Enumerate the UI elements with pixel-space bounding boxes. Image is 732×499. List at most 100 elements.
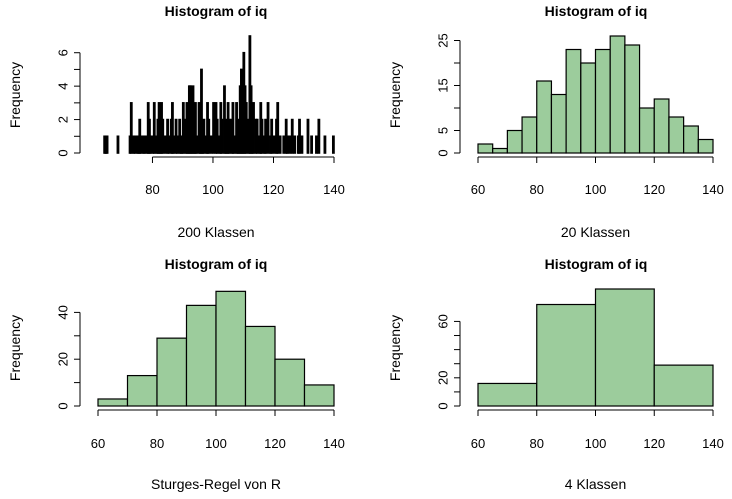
histogram-bar bbox=[266, 102, 270, 154]
histogram-bar bbox=[232, 135, 236, 154]
y-tick-label: 20 bbox=[435, 371, 450, 385]
x-tick-label: 140 bbox=[323, 436, 345, 451]
y-tick-label: 6 bbox=[55, 49, 70, 56]
histogram-bar bbox=[293, 135, 297, 154]
histogram-bar bbox=[477, 143, 494, 154]
histogram-bar bbox=[167, 135, 171, 154]
histogram-bar bbox=[306, 118, 310, 154]
histogram-panel-1: Histogram of iq Frequency 200 Klassen 0 2 4 6 8… bbox=[7, 3, 345, 240]
x-tick-label: 140 bbox=[323, 182, 345, 197]
histogram-bar bbox=[220, 118, 224, 154]
x-axis-label: Sturges-Regel von R bbox=[151, 476, 281, 492]
histogram-bar bbox=[133, 135, 137, 154]
histogram-bar bbox=[209, 135, 213, 154]
x-tick-label: 80 bbox=[530, 182, 544, 197]
histogram-bar bbox=[156, 337, 188, 407]
histogram-bar bbox=[278, 135, 282, 154]
y-axis-label: Frequency bbox=[387, 62, 403, 128]
x-tick-label: 100 bbox=[585, 182, 607, 197]
histogram-bar bbox=[244, 102, 248, 154]
histogram-bar bbox=[653, 364, 714, 407]
histogram-bar bbox=[580, 62, 597, 154]
histogram-bar bbox=[215, 118, 219, 154]
histogram-bar bbox=[609, 35, 626, 154]
histogram-bar bbox=[143, 135, 147, 154]
x-tick-label: 80 bbox=[530, 436, 544, 451]
y-tick-label: 40 bbox=[55, 305, 70, 319]
histogram-panel-2: Histogram of iq Frequency 20 Klassen 0 5 15 25… bbox=[387, 3, 724, 240]
histogram-panel-3: Histogram of iq Frequency Sturges-Regel vo… bbox=[7, 256, 345, 492]
y-tick-label: 0 bbox=[435, 149, 450, 156]
x-tick-label: 100 bbox=[585, 436, 607, 451]
y-axis-label: Frequency bbox=[387, 315, 403, 381]
chart-title: Histogram of iq bbox=[545, 256, 648, 272]
y-tick-label: 2 bbox=[55, 116, 70, 123]
histogram-bar bbox=[195, 135, 199, 154]
y-tick-label: 60 bbox=[435, 314, 450, 328]
x-tick-label: 120 bbox=[264, 436, 286, 451]
x-tick-label: 80 bbox=[145, 182, 159, 197]
histogram-bar bbox=[697, 138, 714, 154]
histogram-bar bbox=[252, 102, 255, 154]
histogram-bar bbox=[181, 102, 185, 154]
histogram-bar bbox=[149, 135, 153, 154]
x-tick-label: 60 bbox=[471, 182, 485, 197]
histogram-bar bbox=[492, 147, 508, 154]
histogram-bar bbox=[477, 382, 538, 407]
histogram-bar bbox=[624, 44, 641, 154]
x-tick-label: 140 bbox=[702, 436, 724, 451]
x-axis-label: 20 Klassen bbox=[561, 224, 630, 240]
histogram-bar bbox=[97, 398, 129, 407]
histogram-bar bbox=[207, 118, 211, 154]
histogram-bar bbox=[303, 384, 335, 407]
y-tick-label: 15 bbox=[435, 78, 450, 92]
histogram-bar bbox=[550, 93, 567, 154]
y-tick-label: 4 bbox=[55, 83, 70, 90]
histogram-bar bbox=[260, 118, 264, 154]
histogram-bar bbox=[638, 107, 655, 154]
histogram-bar bbox=[506, 129, 523, 154]
histogram-bar bbox=[288, 135, 292, 154]
histogram-bar bbox=[270, 118, 274, 154]
histogram-bar bbox=[315, 135, 318, 154]
x-tick-label: 60 bbox=[471, 436, 485, 451]
histogram-bar bbox=[323, 135, 327, 154]
y-tick-label: 0 bbox=[435, 402, 450, 409]
histogram-bar bbox=[212, 102, 215, 154]
histogram-bar bbox=[683, 125, 699, 154]
y-tick-label: 25 bbox=[435, 33, 450, 47]
histogram-bar bbox=[310, 135, 314, 154]
x-tick-label: 120 bbox=[643, 436, 665, 451]
chart-title: Histogram of iq bbox=[545, 3, 648, 19]
histogram-bar bbox=[272, 135, 276, 154]
histogram-bar bbox=[126, 374, 158, 407]
chart-title: Histogram of iq bbox=[165, 256, 268, 272]
histogram-bar bbox=[594, 288, 655, 407]
histogram-bar bbox=[255, 118, 259, 154]
histogram-bar bbox=[105, 135, 109, 154]
histogram-bar bbox=[227, 118, 231, 154]
histogram-bar bbox=[536, 303, 597, 407]
histogram-bar bbox=[565, 48, 582, 154]
histogram-bar bbox=[276, 102, 280, 154]
histogram-bar bbox=[298, 118, 301, 154]
histogram-bar bbox=[536, 80, 553, 154]
y-tick-label: 0 bbox=[55, 149, 70, 156]
histogram-bar bbox=[163, 135, 167, 154]
histogram-bar bbox=[290, 118, 294, 154]
histogram-bar bbox=[185, 304, 217, 407]
histogram-bar bbox=[129, 102, 133, 154]
histogram-bar bbox=[285, 135, 289, 154]
x-tick-label: 140 bbox=[702, 182, 724, 197]
histogram-bar bbox=[244, 325, 276, 407]
histogram-bar bbox=[215, 290, 247, 407]
histogram-bar bbox=[668, 116, 685, 154]
histogram-bar bbox=[175, 135, 179, 154]
histogram-bar bbox=[161, 118, 165, 154]
x-tick-label: 120 bbox=[263, 182, 285, 197]
x-tick-label: 120 bbox=[643, 182, 665, 197]
x-tick-label: 60 bbox=[91, 436, 105, 451]
y-tick-label: 5 bbox=[435, 127, 450, 134]
histogram-bar bbox=[172, 135, 176, 154]
